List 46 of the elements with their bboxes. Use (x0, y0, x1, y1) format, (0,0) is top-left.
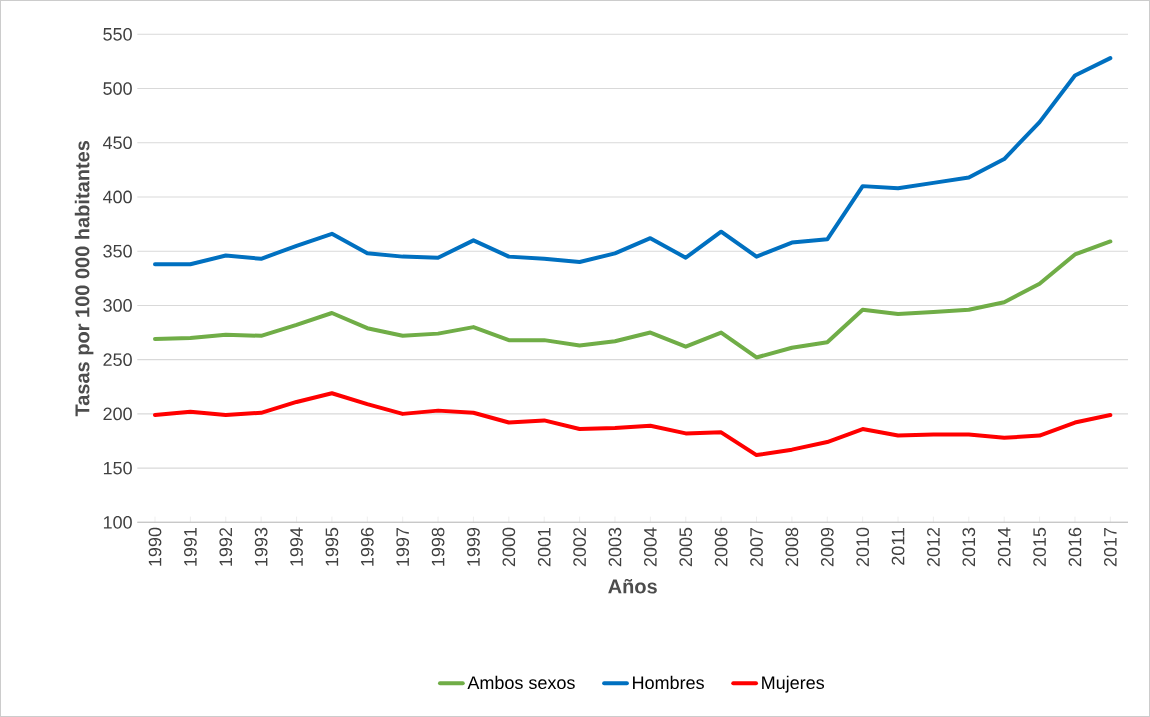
y-tick-label: 100 (103, 515, 132, 529)
x-tick-label: 1990 (148, 527, 162, 566)
x-tick-label: 1996 (360, 527, 374, 566)
x-axis-title: Años (608, 578, 657, 594)
y-tick-label: 450 (102, 136, 132, 150)
y-tick-label: 400 (102, 190, 132, 204)
legend-label: Hombres (633, 675, 704, 690)
x-tick-label: 2015 (1033, 527, 1046, 567)
x-tick-label: 2002 (573, 527, 586, 567)
x-tick-label: 2008 (785, 527, 799, 567)
x-tick-label: 1993 (254, 527, 268, 566)
x-tick-label: 2001 (537, 527, 551, 567)
x-tick-label: 1991 (184, 527, 197, 566)
line-series (153, 239, 1113, 360)
line-series (153, 391, 1113, 458)
x-tick-label: 2010 (856, 527, 870, 567)
x-tick-label: 2005 (679, 527, 693, 567)
x-tick-label: 2017 (1103, 527, 1117, 567)
line-series (153, 56, 1113, 267)
y-tick-label: 350 (103, 244, 132, 258)
x-tick-label: 2003 (608, 527, 622, 567)
x-tick-label: 1992 (219, 527, 233, 566)
x-tick-label: 1997 (396, 527, 410, 566)
x-tick-label: 1994 (290, 527, 303, 566)
x-tick-label: 2014 (997, 527, 1011, 567)
x-tick-label: 2009 (820, 527, 834, 567)
y-tick-label: 500 (103, 82, 132, 95)
y-tick-label: 150 (103, 461, 132, 475)
x-tick-label: 2000 (502, 527, 516, 567)
x-tick-label: 1999 (467, 527, 480, 566)
x-tick-label: 2011 (891, 527, 905, 565)
legend-label: Mujeres (762, 675, 825, 693)
x-tick-label: 1998 (431, 527, 445, 566)
x-tick-label: 2012 (927, 527, 940, 567)
y-tick-label: 300 (103, 299, 132, 312)
y-tick-label: 200 (103, 407, 132, 421)
x-tick-label: 2006 (714, 527, 728, 567)
y-tick-label: 250 (103, 353, 132, 367)
x-tick-label: 2013 (962, 527, 976, 567)
legend-label: Ambos sexos (467, 675, 575, 690)
y-axis-title: Tasas por 100 000 habitantes (74, 140, 94, 417)
x-tick-label: 1995 (325, 527, 339, 566)
y-tick-label: 550 (103, 27, 132, 41)
x-tick-label: 2007 (750, 527, 763, 567)
x-tick-label: 2016 (1068, 527, 1082, 567)
x-tick-label: 2004 (644, 527, 657, 567)
